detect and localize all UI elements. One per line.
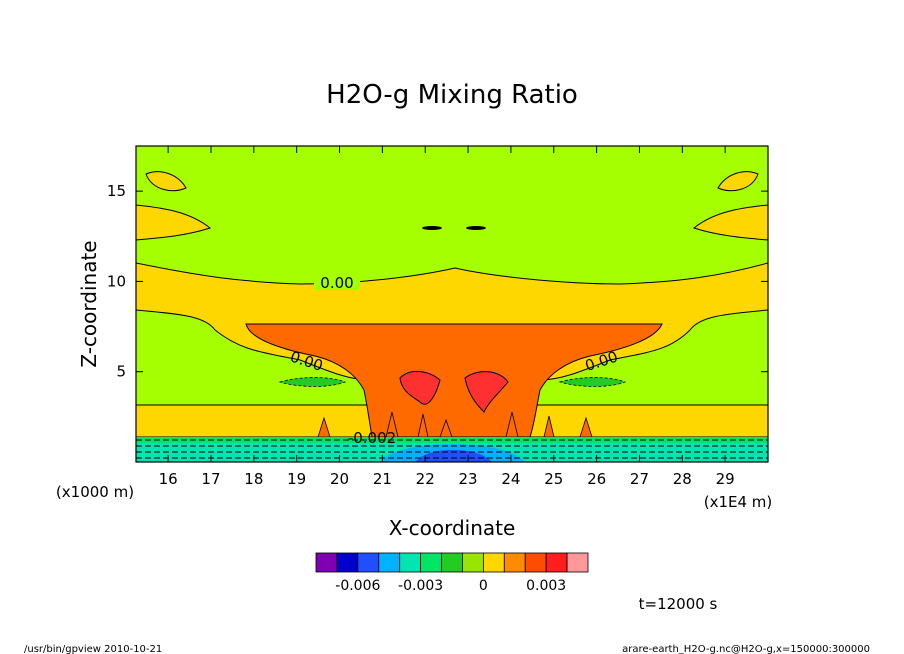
colorbar-swatch	[399, 552, 422, 573]
colorbar: -0.006 -0.003 0 0.003	[315, 552, 589, 594]
colorbar-tick-label: -0.003	[398, 578, 443, 594]
colorbar-swatch	[378, 552, 401, 573]
x-tick-label: 25	[544, 470, 563, 488]
x-tick-label: 22	[416, 470, 435, 488]
colorbar-swatch	[315, 552, 338, 573]
x-tick-label: 29	[716, 470, 735, 488]
upper-left-lobe	[145, 171, 187, 192]
x-tick-label: 26	[587, 470, 606, 488]
right-peak	[464, 371, 509, 413]
x-axis-label: X-coordinate	[389, 516, 516, 540]
upper-left-band	[136, 204, 212, 241]
surface-layer-4	[415, 450, 492, 462]
label-bg	[314, 274, 360, 290]
x-tick-label: 23	[459, 470, 478, 488]
x-tick-label: 18	[244, 470, 263, 488]
colorbar-swatch	[524, 552, 547, 573]
x-tick-label: 28	[673, 470, 692, 488]
right-lens	[558, 377, 627, 387]
chart-title: H2O-g Mixing Ratio	[326, 80, 578, 110]
x-tick-label: 24	[501, 470, 520, 488]
y-axis: 5 10 15	[107, 182, 768, 381]
y-tick-label: 15	[107, 182, 126, 200]
colorbar-tick-label: 0.003	[526, 578, 566, 594]
colorbar-swatch	[336, 552, 359, 573]
x-tick-label: 27	[630, 470, 649, 488]
colorbar-swatch	[357, 552, 380, 573]
left-lens	[278, 377, 347, 387]
small-cell-left	[422, 226, 442, 230]
core-spikes	[317, 411, 593, 438]
x-tick-label: 19	[287, 470, 306, 488]
x-axis: 16 17 18 19 20 21 22 23 24 25 26 27 28 29	[159, 146, 735, 488]
y-axis-label: Z-coordinate	[77, 240, 101, 367]
contour-field	[136, 146, 768, 462]
upper-right-lobe	[717, 171, 759, 192]
x-tick-label: 17	[201, 470, 220, 488]
colorbar-tick-label: -0.006	[335, 578, 380, 594]
contour-label: 0.00	[320, 274, 353, 292]
colorbar-swatch	[441, 552, 463, 573]
colorbar-swatch	[545, 552, 568, 573]
footer-right: arare-earth_H2O-g.nc@H2O-g,x=150000:3000…	[622, 644, 870, 654]
plot-frame	[135, 145, 769, 463]
footer-left: /usr/bin/gpview 2010-10-21	[24, 644, 162, 654]
time-label: t=12000 s	[639, 595, 718, 613]
y-tick-label: 10	[107, 272, 126, 290]
colorbar-swatch	[566, 552, 589, 573]
colorbar-swatch	[420, 552, 442, 573]
contour-label: -0.002	[348, 429, 396, 447]
negative-contours	[136, 439, 768, 459]
positive-core	[245, 323, 663, 438]
left-peak	[399, 371, 441, 405]
upper-right-band	[692, 204, 768, 241]
y-unit-label: (x1000 m)	[56, 483, 134, 501]
colorbar-tick-label: 0	[479, 578, 488, 594]
colorbar-swatch	[503, 552, 526, 573]
x-tick-label: 20	[330, 470, 349, 488]
x-tick-label: 16	[159, 470, 178, 488]
x-tick-label: 21	[373, 470, 392, 488]
colorbar-swatch	[482, 552, 505, 573]
small-cell-right	[466, 226, 486, 230]
x-unit-label: (x1E4 m)	[704, 493, 773, 511]
y-tick-label: 5	[116, 363, 126, 381]
colorbar-swatch	[462, 552, 484, 573]
